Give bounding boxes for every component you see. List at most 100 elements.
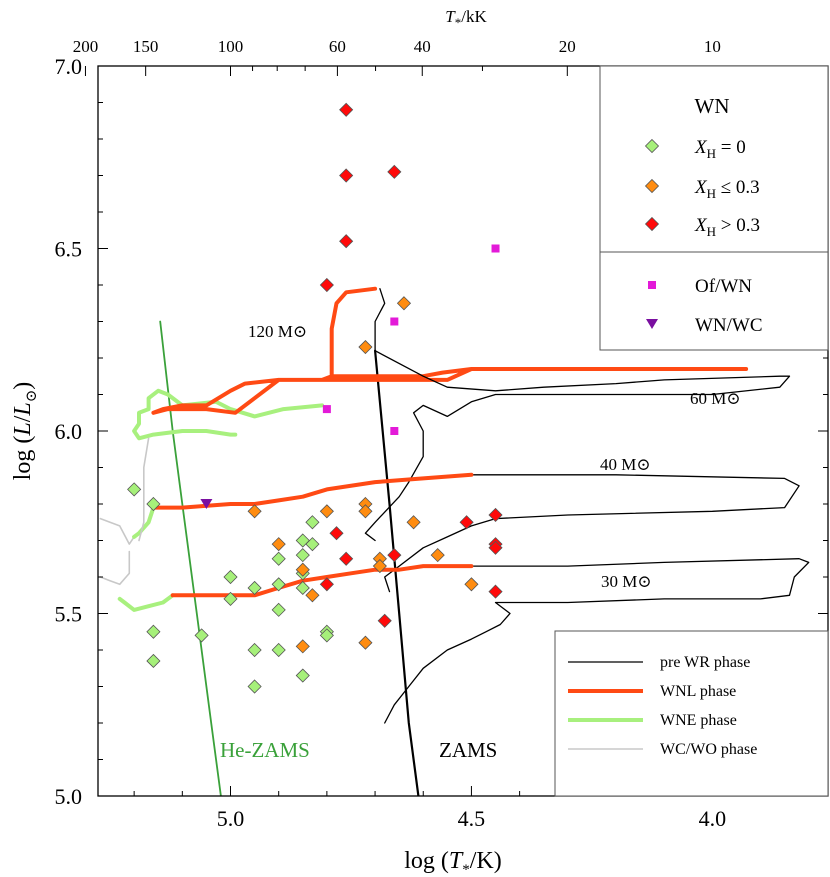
legend-marker-3 <box>648 281 656 289</box>
point-s1-9 <box>358 635 373 650</box>
y-tick-label: 6.5 <box>55 237 83 262</box>
point-s2-2 <box>387 164 402 179</box>
track-40-wnl <box>151 472 474 510</box>
track-120-pre-wr <box>374 288 386 352</box>
point-s0-10 <box>271 577 286 592</box>
point-s0-12 <box>271 642 286 658</box>
track-30-pre-wr <box>384 558 810 724</box>
legend-track-label-2: WNE phase <box>660 712 737 729</box>
track-extra-wc <box>138 437 150 542</box>
legend-main-box <box>599 65 829 351</box>
top-tick-label: 100 <box>218 37 244 56</box>
legend-label-1: XH ≤ 0.3 <box>694 177 760 201</box>
legend-marker-0 <box>644 138 660 154</box>
point-s1-0 <box>247 504 262 519</box>
point-s0-19 <box>305 515 320 530</box>
point-s0-4 <box>194 628 209 643</box>
legends: WN XH = 0 XH ≤ 0.3 XH > 0.3 Of/WN WN/WC pre WR… <box>554 65 829 797</box>
point-s0-22 <box>319 628 334 643</box>
point-s0-15 <box>295 548 310 563</box>
top-axis-title: T*/kK <box>445 7 487 30</box>
point-s2-14 <box>488 584 503 599</box>
y-tick-label: 7.0 <box>55 54 83 79</box>
y-axis-title: log (L/L⊙) <box>10 382 40 481</box>
zams-label: ZAMS <box>439 738 497 762</box>
legend-marker-4 <box>646 319 658 329</box>
point-s1-8 <box>358 504 373 519</box>
point-s2-8 <box>377 613 392 628</box>
point-s2-13 <box>488 540 503 555</box>
he-zams-label: He-ZAMS <box>220 738 310 762</box>
point-s2-0 <box>339 102 354 117</box>
point-s0-8 <box>247 642 262 658</box>
point-s0-3 <box>146 653 161 669</box>
point-s1-13 <box>406 515 421 530</box>
point-s1-12 <box>396 296 412 311</box>
legend-label-0: XH = 0 <box>694 137 746 161</box>
point-s0-1 <box>146 496 161 512</box>
zams-line <box>374 349 420 796</box>
y-tick-label: 5.5 <box>55 602 83 627</box>
legend-label-2: XH > 0.3 <box>694 215 760 239</box>
top-tick-label: 60 <box>329 37 346 56</box>
legend-track-label-3: WC/WO phase <box>660 741 757 758</box>
point-s2-6 <box>339 551 354 566</box>
legend-main-title: WN <box>695 94 730 118</box>
point-s1-1 <box>271 537 286 552</box>
top-tick-label: 10 <box>704 37 721 56</box>
mass-label-40: 40 M⊙ <box>600 455 651 474</box>
point-s2-10 <box>459 515 474 530</box>
point-s1-4 <box>305 588 320 603</box>
point-s0-0 <box>127 482 142 497</box>
track-30-wc <box>99 550 131 586</box>
track-30-wne <box>117 593 175 612</box>
point-s3-3 <box>390 427 399 435</box>
point-s1-3 <box>295 639 310 654</box>
point-s2-11 <box>488 507 503 523</box>
point-s3-2 <box>322 405 331 414</box>
y-tick-label: 6.0 <box>55 419 83 444</box>
point-s2-3 <box>339 234 354 249</box>
legend-marker-1 <box>644 178 660 194</box>
point-s0-13 <box>271 551 286 566</box>
legend-track-label-1: WNL phase <box>660 683 736 700</box>
mass-label-120: 120 M⊙ <box>248 322 307 341</box>
legend-tracks-box <box>554 630 829 797</box>
point-s1-6 <box>358 339 373 355</box>
point-s0-7 <box>247 580 262 596</box>
track-30-wnl <box>170 564 474 598</box>
mass-label-60: 60 M⊙ <box>690 389 741 408</box>
track-60-pre-wr <box>364 350 791 542</box>
point-s4-0 <box>200 499 213 509</box>
point-s2-4 <box>319 277 334 293</box>
data-points <box>127 102 503 694</box>
point-s1-15 <box>464 577 479 592</box>
track-120-wnl <box>151 286 749 415</box>
point-s1-11 <box>372 558 387 574</box>
evolutionary-tracks <box>99 286 810 796</box>
point-s1-5 <box>319 504 334 519</box>
x-axis-title: log (T*/K) <box>404 848 502 877</box>
track-40-wne <box>132 505 156 539</box>
point-s0-5 <box>223 569 238 585</box>
point-s0-18 <box>295 668 310 683</box>
top-tick-label: 150 <box>133 37 159 56</box>
point-s3-1 <box>390 317 399 326</box>
legend-marker-2 <box>644 216 660 232</box>
point-s0-6 <box>223 591 238 606</box>
x-tick-label: 4.0 <box>699 806 727 831</box>
point-s0-2 <box>146 624 161 639</box>
point-s1-2 <box>295 562 310 577</box>
legend-label-3: Of/WN <box>695 276 752 297</box>
y-tick-label: 5.0 <box>55 784 83 809</box>
legend-label-4: WN/WC <box>695 315 763 336</box>
legend-track-label-0: pre WR phase <box>660 654 750 671</box>
point-s0-11 <box>271 602 286 617</box>
point-s2-9 <box>387 548 402 563</box>
track-120-wne <box>132 388 325 441</box>
point-s2-7 <box>319 577 334 592</box>
mass-label-30: 30 M⊙ <box>601 572 652 591</box>
point-s1-14 <box>430 548 445 563</box>
point-s3-0 <box>491 244 500 253</box>
